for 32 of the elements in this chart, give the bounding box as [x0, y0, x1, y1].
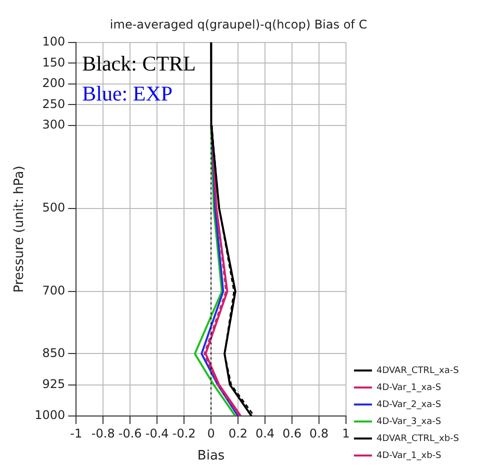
x-tick-label: 0.8 [309, 426, 329, 440]
x-tick-label: 1 [342, 426, 350, 440]
x-tick-label: -0.4 [145, 426, 169, 440]
x-tick-label: 0 [207, 426, 215, 440]
x-tick-label: 0.2 [228, 426, 248, 440]
legend-label: 4D-Var_2_xa-S [376, 400, 442, 410]
y-tick-label: 925 [42, 376, 66, 391]
annotation: Blue: EXP [82, 81, 173, 106]
chart-title: ime-averaged q(graupel)-q(hcop) Bias of C [110, 17, 368, 32]
x-tick-label: 0.4 [255, 426, 275, 440]
y-tick-label: 200 [42, 76, 66, 90]
x-tick-label: -0.8 [91, 426, 115, 440]
y-tick-label: 500 [42, 200, 66, 215]
x-tick-label: -0.2 [172, 426, 196, 440]
legend-label: 4D-Var_3_xa-S [376, 416, 442, 427]
y-tick-label: 300 [42, 118, 66, 132]
x-tick-label: -1 [70, 426, 82, 440]
x-tick-label: 0.6 [282, 426, 302, 440]
x-axis-title: Bias [197, 448, 225, 464]
y-axis-title: Pressure (unit: hPa) [12, 166, 28, 293]
y-tick-label: 250 [42, 96, 66, 111]
legend-label: 4DVAR_CTRL_xb-S [376, 434, 460, 444]
annotation: Black: CTRL [82, 51, 196, 76]
legend-label: 4D-Var_1_xa-S [376, 382, 442, 393]
y-tick-label: 100 [42, 34, 66, 49]
y-tick-label: 850 [42, 346, 66, 360]
y-tick-label: 700 [42, 284, 66, 298]
y-tick-label: 150 [42, 55, 66, 70]
x-tick-label: -0.6 [118, 426, 142, 440]
legend-label: 4DVAR_CTRL_xa-S [376, 366, 460, 376]
y-tick-label: 1000 [34, 408, 66, 422]
legend-label: 4D-Var_1_xb-S [376, 450, 442, 461]
